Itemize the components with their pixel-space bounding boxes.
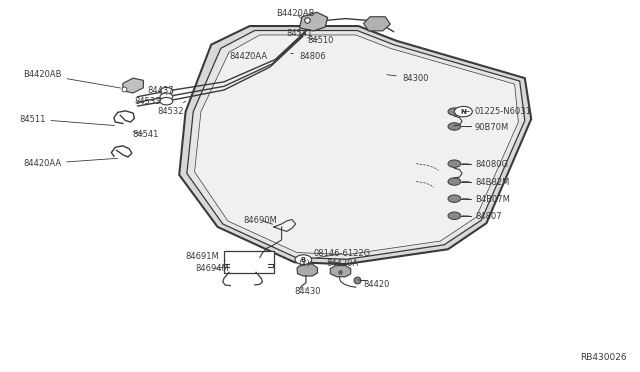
- Text: B4B07M: B4B07M: [462, 195, 509, 204]
- Text: N: N: [460, 109, 467, 115]
- Circle shape: [160, 93, 173, 100]
- Text: 84511: 84511: [19, 115, 115, 125]
- Circle shape: [160, 87, 173, 95]
- Text: 84541: 84541: [287, 29, 313, 38]
- Text: 84694M: 84694M: [195, 264, 229, 273]
- Text: 84430: 84430: [294, 287, 321, 296]
- Text: 84541: 84541: [132, 130, 159, 139]
- Polygon shape: [297, 264, 317, 276]
- Text: 84420: 84420: [358, 280, 390, 289]
- Text: 84510: 84510: [307, 36, 333, 45]
- Text: 84300: 84300: [387, 74, 428, 83]
- Text: 84420AA: 84420AA: [229, 52, 268, 61]
- Circle shape: [448, 160, 461, 167]
- Text: B4420AB: B4420AB: [276, 9, 315, 18]
- Text: 08146-6122G: 08146-6122G: [314, 249, 371, 258]
- Text: 84807: 84807: [462, 212, 502, 221]
- Text: (2): (2): [298, 259, 310, 268]
- Text: B4420AB: B4420AB: [23, 70, 121, 88]
- Text: 84806: 84806: [291, 52, 326, 61]
- Text: 01225-N6031: 01225-N6031: [462, 107, 532, 116]
- Polygon shape: [179, 26, 531, 264]
- Circle shape: [448, 212, 461, 219]
- Polygon shape: [195, 35, 518, 254]
- Circle shape: [454, 106, 472, 117]
- Text: 84437: 84437: [147, 86, 178, 94]
- Text: 84420A: 84420A: [326, 259, 358, 268]
- Polygon shape: [187, 31, 525, 259]
- Circle shape: [448, 178, 461, 185]
- Text: 84691M: 84691M: [186, 252, 225, 261]
- Circle shape: [448, 108, 461, 115]
- Polygon shape: [300, 12, 328, 31]
- Polygon shape: [330, 266, 351, 277]
- Text: 90B70M: 90B70M: [462, 123, 509, 132]
- Text: B: B: [301, 257, 306, 263]
- Circle shape: [448, 123, 461, 130]
- Circle shape: [448, 195, 461, 202]
- Text: 84080G: 84080G: [462, 160, 508, 169]
- Polygon shape: [123, 78, 143, 93]
- Text: 84532: 84532: [157, 101, 186, 116]
- Circle shape: [295, 255, 312, 264]
- Polygon shape: [364, 17, 390, 31]
- Text: 84533: 84533: [134, 94, 167, 106]
- Text: 84690M: 84690M: [243, 216, 277, 225]
- Circle shape: [160, 97, 173, 105]
- Text: 84B82M: 84B82M: [462, 178, 509, 187]
- Text: RB430026: RB430026: [580, 353, 627, 362]
- Text: 84420AA: 84420AA: [23, 158, 118, 168]
- FancyBboxPatch shape: [224, 251, 274, 273]
